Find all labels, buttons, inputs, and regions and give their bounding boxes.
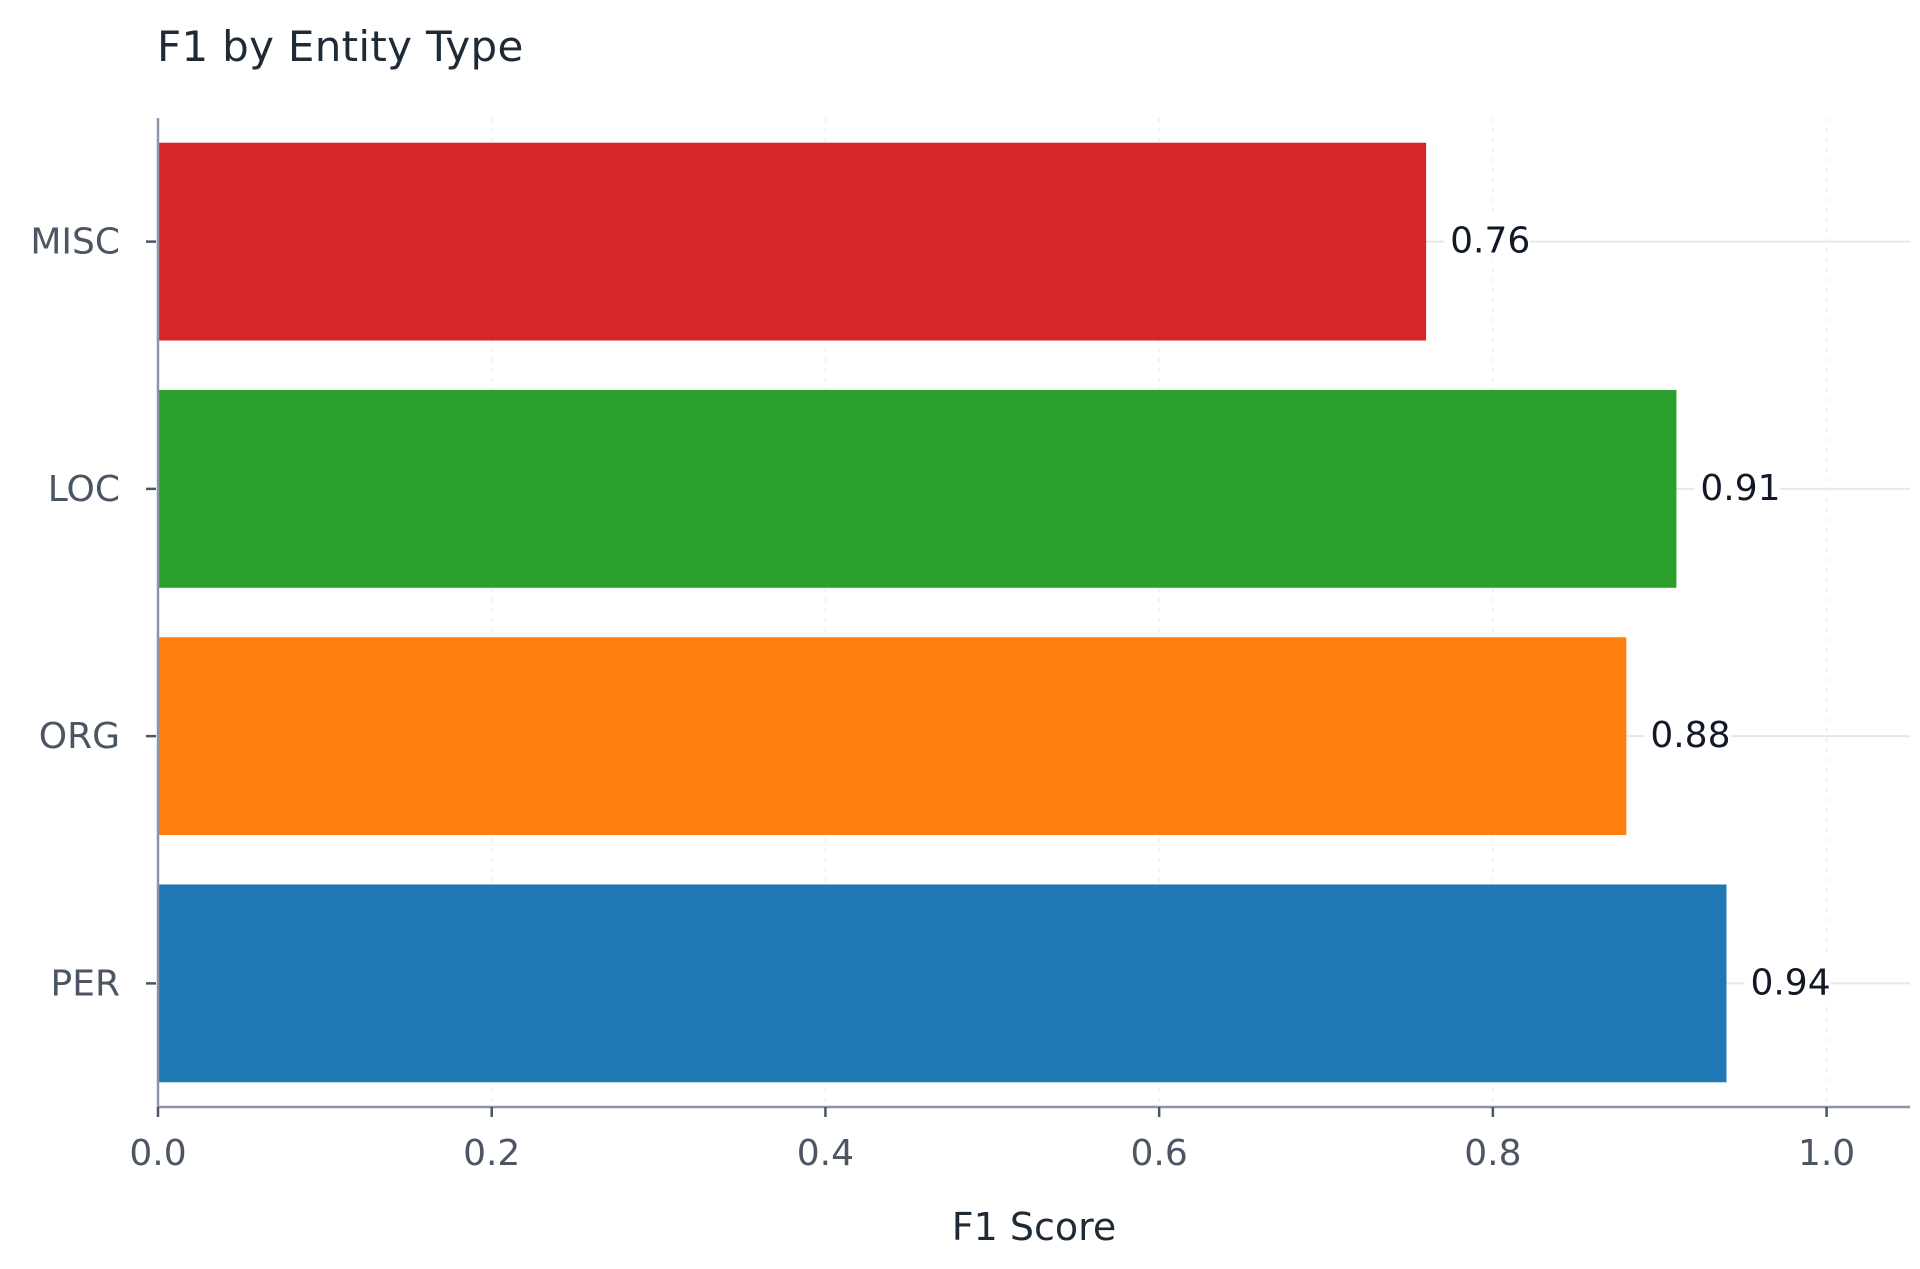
x-tick-label: 0.6 <box>1131 1133 1188 1174</box>
labels: 0.0 0.2 0.4 0.6 0.8 1.0 PER ORG LOC MISC 0.94 0.88 0… <box>30 215 1855 1174</box>
y-tick-label-misc: MISC <box>30 222 120 263</box>
x-axis-title: F1 Score <box>952 1205 1117 1249</box>
x-tick-label: 0.2 <box>463 1133 520 1174</box>
x-tick-label: 0.4 <box>797 1133 854 1174</box>
data-label-background <box>1644 710 1731 755</box>
x-tick-label: 1.0 <box>1798 1133 1855 1174</box>
data-label-background <box>1444 215 1531 260</box>
data-label-per: 0.94 <box>1750 962 1830 1003</box>
data-label-background <box>1694 462 1781 507</box>
data-label-org: 0.88 <box>1650 715 1730 756</box>
bar-org <box>158 637 1627 836</box>
bar-loc <box>158 389 1677 588</box>
y-tick-label-per: PER <box>51 963 120 1004</box>
data-label-loc: 0.91 <box>1700 468 1780 509</box>
x-tick-label: 0.0 <box>129 1133 186 1174</box>
y-tick-label-loc: LOC <box>48 469 120 510</box>
axes <box>146 118 1910 1117</box>
bar-misc <box>158 142 1427 341</box>
data-label-misc: 0.76 <box>1450 221 1530 262</box>
x-tick-label: 0.8 <box>1464 1133 1521 1174</box>
chart-title: F1 by Entity Type <box>157 22 524 71</box>
bars <box>158 142 1727 1083</box>
bar-per <box>158 884 1727 1083</box>
y-tick-label-org: ORG <box>39 716 120 757</box>
data-label-background <box>1744 957 1831 1002</box>
